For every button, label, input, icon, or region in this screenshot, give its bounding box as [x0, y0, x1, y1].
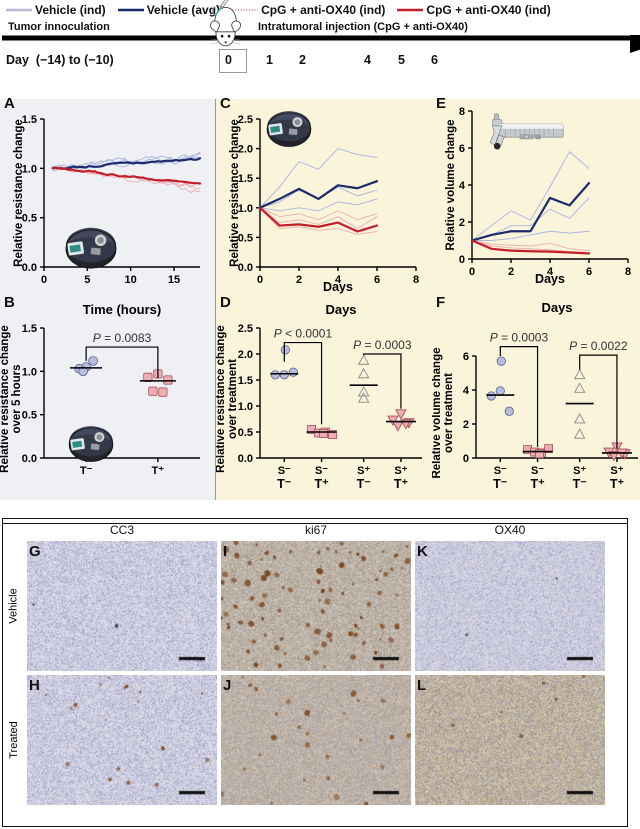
svg-text:5: 5	[84, 274, 90, 286]
svg-text:1.0: 1.0	[22, 366, 37, 378]
svg-text:1.0: 1.0	[238, 401, 253, 413]
svg-text:2: 2	[296, 274, 302, 286]
svg-text:Days: Days	[541, 300, 572, 315]
svg-text:1.5: 1.5	[238, 375, 253, 387]
svg-text:T⁺: T⁺	[314, 477, 329, 491]
svg-text:0: 0	[469, 266, 475, 278]
svg-text:2: 2	[459, 217, 465, 229]
svg-text:T⁻: T⁻	[573, 477, 588, 491]
svg-text:6: 6	[459, 143, 465, 155]
svg-text:S⁻: S⁻	[278, 465, 291, 477]
svg-text:8: 8	[625, 266, 631, 278]
svg-text:T⁻: T⁻	[80, 465, 93, 477]
svg-text:P = 0.0022: P = 0.0022	[569, 339, 628, 353]
svg-text:0.0: 0.0	[238, 453, 253, 465]
svg-text:0.5: 0.5	[22, 410, 37, 422]
svg-text:0: 0	[41, 274, 47, 286]
svg-text:10: 10	[125, 274, 137, 286]
svg-text:0.0: 0.0	[22, 453, 37, 465]
svg-text:2.5: 2.5	[238, 323, 253, 335]
svg-text:Relative resistance change: Relative resistance change	[13, 119, 25, 267]
svg-text:P = 0.0003: P = 0.0003	[353, 338, 412, 352]
svg-text:P = 0.0003: P = 0.0003	[490, 331, 549, 345]
svg-text:0.5: 0.5	[238, 427, 253, 439]
svg-text:Relative resistance change: Relative resistance change	[0, 325, 11, 473]
svg-text:over treatment: over treatment	[443, 373, 455, 453]
svg-text:8: 8	[459, 106, 465, 118]
svg-text:over treatment: over treatment	[227, 359, 239, 439]
svg-text:2: 2	[463, 419, 469, 431]
svg-text:0: 0	[257, 274, 263, 286]
svg-text:T⁻: T⁻	[357, 477, 372, 491]
svg-text:4: 4	[459, 180, 466, 192]
svg-text:Relative resistance change: Relative resistance change	[229, 119, 241, 267]
svg-text:8: 8	[413, 274, 419, 286]
svg-text:S⁺: S⁺	[573, 465, 586, 477]
svg-text:Relative volume change: Relative volume change	[432, 347, 443, 478]
svg-text:S⁻: S⁻	[315, 465, 328, 477]
svg-text:S⁻: S⁻	[531, 465, 544, 477]
svg-text:T⁻: T⁻	[277, 477, 292, 491]
svg-text:Days: Days	[325, 302, 356, 317]
svg-text:2.0: 2.0	[238, 349, 253, 361]
svg-text:15: 15	[168, 274, 180, 286]
svg-text:S⁻: S⁻	[494, 465, 507, 477]
svg-text:6: 6	[586, 266, 592, 278]
svg-text:Days: Days	[535, 272, 565, 286]
svg-text:2: 2	[508, 266, 514, 278]
svg-text:0: 0	[463, 453, 469, 465]
svg-text:Relative resistance change: Relative resistance change	[216, 325, 227, 473]
svg-text:Relative volume change: Relative volume change	[445, 119, 457, 250]
svg-text:T⁺: T⁺	[152, 465, 165, 477]
svg-text:Time (hours): Time (hours)	[83, 302, 162, 317]
svg-text:P < 0.0001: P < 0.0001	[274, 327, 333, 341]
svg-text:P = 0.0083: P = 0.0083	[93, 331, 152, 345]
svg-text:1.5: 1.5	[22, 323, 37, 335]
svg-text:6: 6	[463, 351, 469, 363]
svg-text:T⁻: T⁻	[493, 477, 508, 491]
svg-text:S⁺: S⁺	[610, 465, 623, 477]
svg-text:6: 6	[374, 274, 380, 286]
svg-text:S⁺: S⁺	[357, 465, 370, 477]
svg-text:0: 0	[459, 254, 465, 266]
svg-text:over 5 hours: over 5 hours	[11, 364, 23, 433]
svg-text:S⁺: S⁺	[394, 465, 407, 477]
svg-text:Days: Days	[323, 280, 353, 294]
svg-text:T⁺: T⁺	[530, 477, 545, 491]
svg-text:T⁺: T⁺	[610, 477, 625, 491]
svg-text:4: 4	[463, 385, 470, 397]
svg-text:T⁺: T⁺	[394, 477, 409, 491]
